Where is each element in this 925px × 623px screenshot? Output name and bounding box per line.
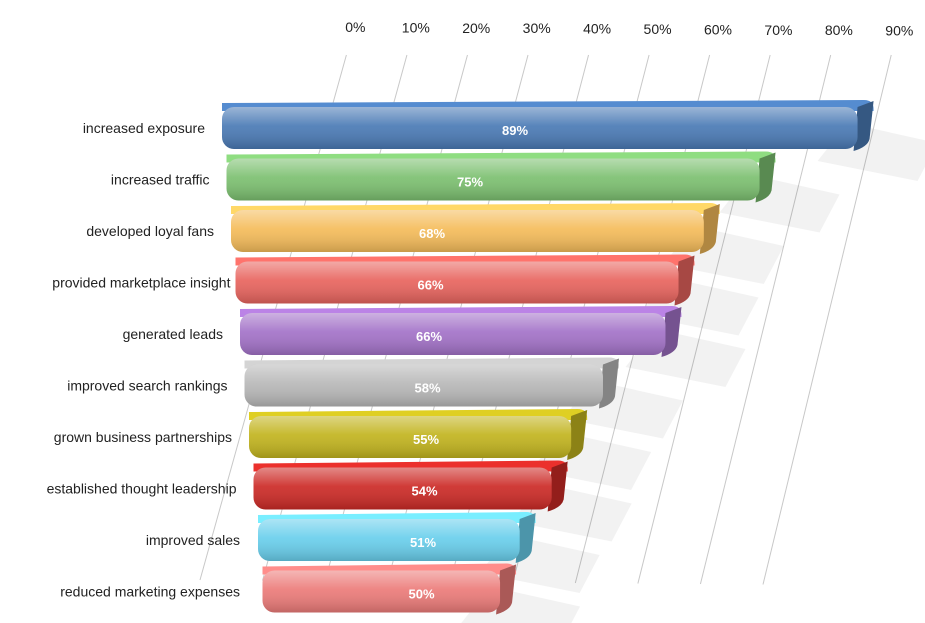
category-label: increased traffic bbox=[111, 172, 210, 188]
bar: 55% bbox=[249, 409, 588, 460]
bar: 89% bbox=[222, 100, 874, 151]
category-labels: increased exposure increased traffic devel… bbox=[47, 120, 240, 600]
bar-value-label: 50% bbox=[408, 587, 434, 602]
bar: 51% bbox=[258, 512, 536, 563]
bar: 68% bbox=[231, 203, 720, 254]
bar-end-cap bbox=[699, 204, 720, 254]
bar-end-cap bbox=[515, 513, 536, 563]
bar-value-label: 54% bbox=[411, 484, 437, 499]
bar: 58% bbox=[244, 357, 619, 409]
bar-gloss bbox=[253, 467, 552, 510]
category-label: improved search rankings bbox=[67, 378, 227, 394]
bar: 50% bbox=[262, 563, 517, 615]
bars: 50% 51% 54% 55% 58% 66% 66% 68% 75% 89% bbox=[222, 100, 874, 615]
bar: 75% bbox=[226, 151, 776, 203]
bar-value-label: 58% bbox=[414, 381, 440, 396]
bar-gloss bbox=[231, 210, 704, 252]
bar-end-cap bbox=[853, 101, 874, 151]
bar-gloss bbox=[240, 313, 666, 355]
x-tick-label: 80% bbox=[825, 22, 853, 38]
bar-end-cap bbox=[661, 307, 682, 357]
bar-gloss bbox=[258, 519, 520, 561]
bar-end-cap bbox=[547, 461, 568, 512]
x-axis-ticks: 0% 10% 20% 30% 40% 50% 60% 70% 80% 90% bbox=[345, 19, 913, 39]
bar: 66% bbox=[240, 306, 682, 357]
category-label: reduced marketing expenses bbox=[60, 584, 240, 600]
bar-gloss bbox=[262, 570, 501, 613]
x-tick-label: 50% bbox=[644, 21, 672, 37]
bar-gloss bbox=[244, 364, 603, 407]
bar-gloss bbox=[222, 107, 858, 149]
bar-end-cap bbox=[598, 358, 619, 409]
x-tick-label: 90% bbox=[885, 23, 913, 39]
bar-value-label: 68% bbox=[419, 226, 445, 241]
x-tick-label: 20% bbox=[462, 20, 490, 36]
category-label: generated leads bbox=[123, 326, 223, 342]
bar-value-label: 66% bbox=[416, 329, 442, 344]
bar-gloss bbox=[249, 416, 572, 458]
x-tick-label: 40% bbox=[583, 21, 611, 37]
bar-end-cap bbox=[567, 410, 588, 460]
bar-gloss bbox=[235, 261, 679, 304]
bar-value-label: 66% bbox=[417, 278, 443, 293]
bar-value-label: 51% bbox=[410, 535, 436, 550]
gridline bbox=[762, 54, 892, 585]
bar-value-label: 55% bbox=[413, 432, 439, 447]
category-label: grown business partnerships bbox=[54, 429, 232, 445]
x-tick-label: 60% bbox=[704, 21, 732, 37]
x-tick-label: 10% bbox=[402, 19, 430, 35]
bar-gloss bbox=[226, 158, 760, 201]
bar: 66% bbox=[235, 254, 695, 306]
category-label: increased exposure bbox=[83, 120, 205, 136]
category-label: provided marketplace insight bbox=[52, 275, 230, 291]
category-label: established thought leadership bbox=[47, 481, 237, 497]
x-tick-label: 0% bbox=[345, 19, 365, 35]
x-tick-label: 30% bbox=[523, 20, 551, 36]
bar-end-cap bbox=[755, 152, 776, 203]
bar: 54% bbox=[253, 460, 568, 512]
bar-value-label: 75% bbox=[457, 175, 483, 190]
category-label: developed loyal fans bbox=[86, 223, 214, 239]
x-tick-label: 70% bbox=[764, 22, 792, 38]
bar-value-label: 89% bbox=[502, 123, 528, 138]
category-label: improved sales bbox=[146, 532, 240, 548]
bar-end-cap bbox=[674, 255, 695, 306]
bar-end-cap bbox=[496, 564, 517, 615]
